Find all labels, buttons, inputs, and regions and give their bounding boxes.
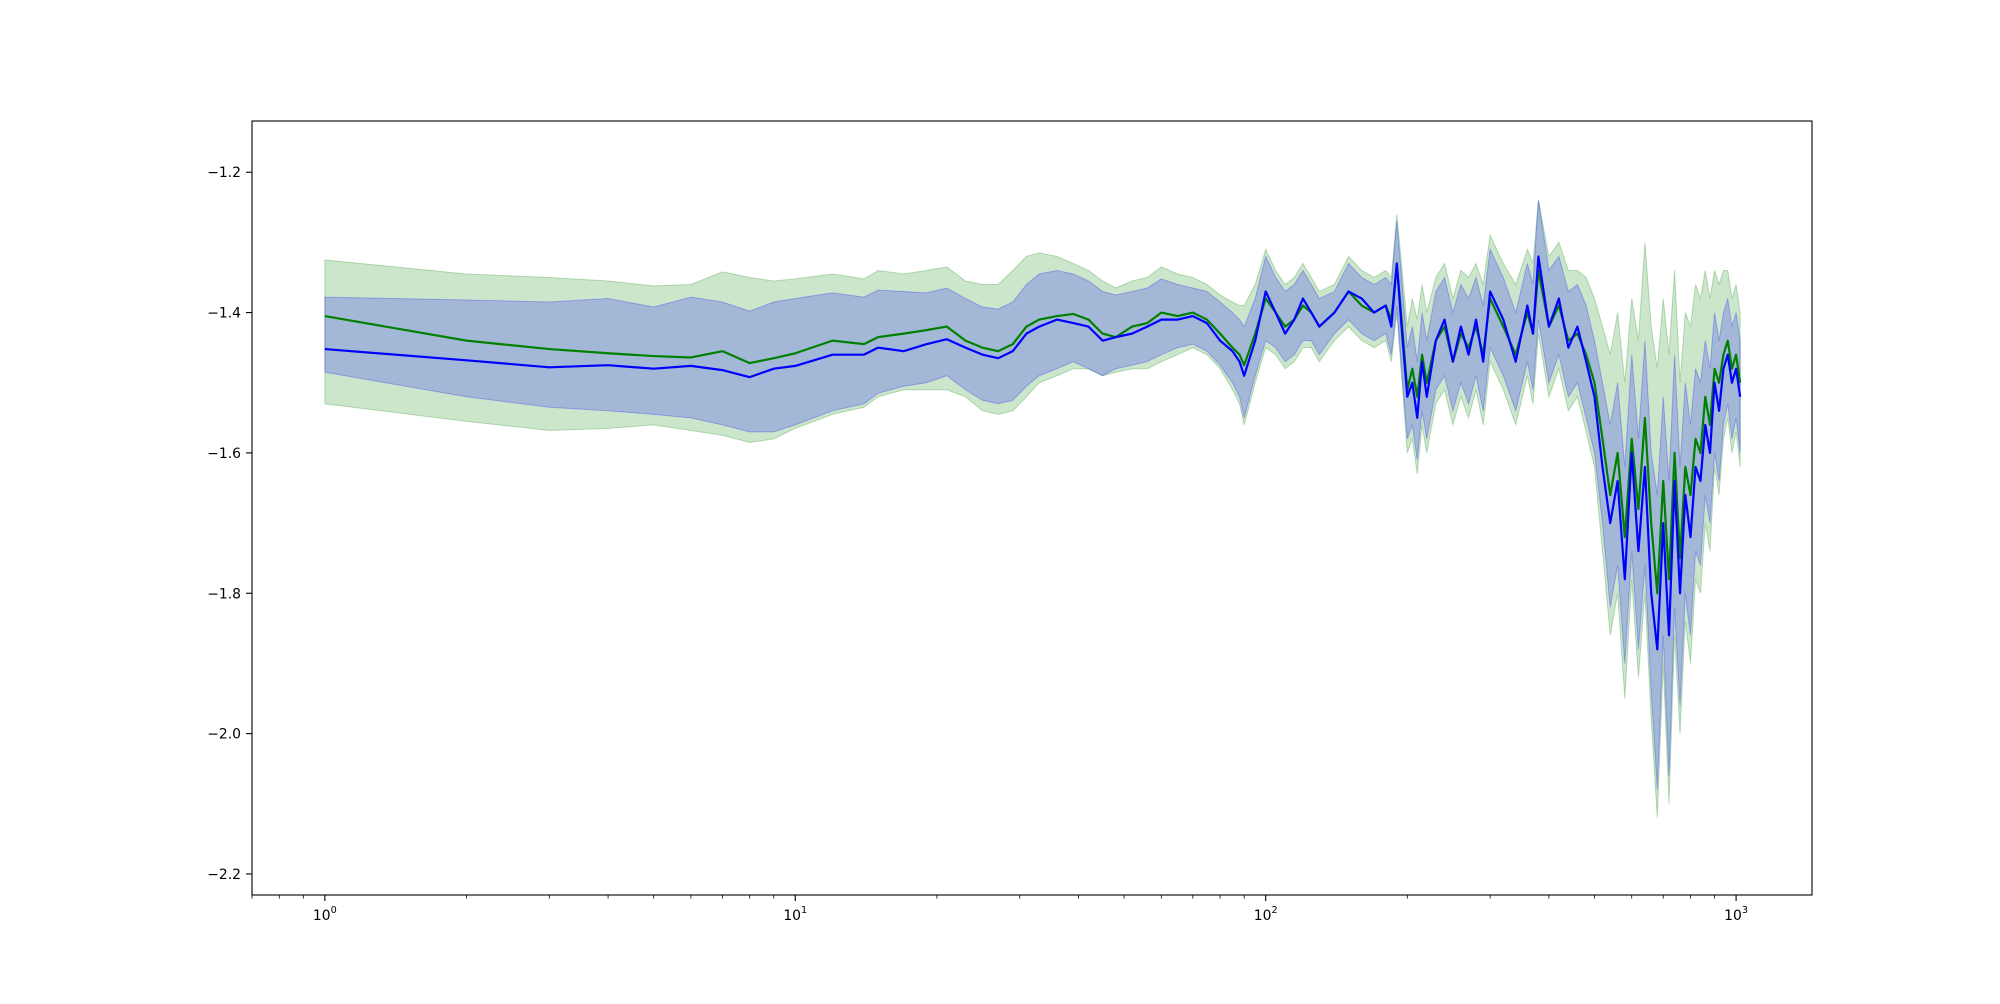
- series-0-band: [324, 200, 1741, 818]
- series-1-band: [324, 200, 1741, 790]
- x-tick-label-base: 10: [313, 908, 331, 924]
- y-tick-label-2: −1.6: [207, 446, 241, 462]
- x-tick-label-2: 102: [1254, 905, 1278, 924]
- series-1-line: [324, 255, 1742, 651]
- series-lines: [324, 255, 1742, 651]
- x-tick-label-0: 100: [313, 905, 337, 924]
- x-tick-label-exponent: 1: [801, 905, 807, 916]
- y-tick-label-4: −2.0: [207, 727, 241, 743]
- x-tick-label-3: 103: [1724, 905, 1748, 924]
- confidence-bands: [324, 200, 1741, 818]
- x-tick-label-1: 101: [783, 905, 807, 924]
- x-tick-label-exponent: 2: [1271, 905, 1277, 916]
- x-axis: 100 101 102 103: [251, 895, 1748, 924]
- plot-area-frame: [251, 120, 1813, 896]
- x-tick-label-base: 10: [1254, 908, 1272, 924]
- y-axis: −1.2 −1.4 −1.6 −1.8 −2.0 −2.2: [207, 165, 252, 883]
- y-tick-label-1: −1.4: [207, 306, 241, 322]
- x-tick-label-exponent: 3: [1742, 905, 1748, 916]
- y-tick-label-5: −2.2: [207, 867, 241, 883]
- x-tick-label-exponent: 0: [331, 905, 337, 916]
- x-tick-label-base: 10: [783, 908, 801, 924]
- y-tick-label-3: −1.8: [207, 586, 241, 602]
- y-tick-label-0: −1.2: [207, 165, 241, 181]
- x-tick-label-base: 10: [1724, 908, 1742, 924]
